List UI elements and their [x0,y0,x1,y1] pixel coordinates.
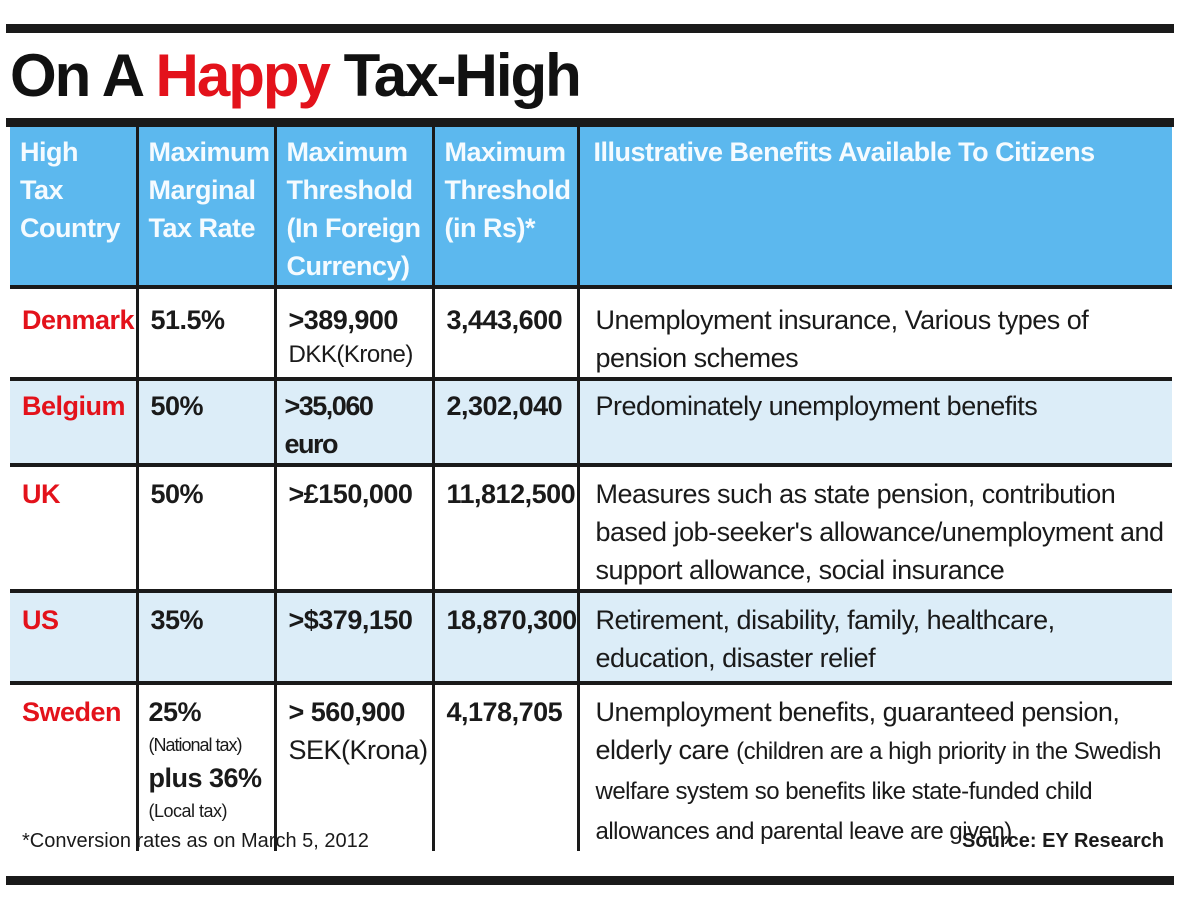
headline: On A Happy Tax-High [10,40,582,112]
rate-local-note: (Local tax) [148,801,228,821]
threshold-main: >£150,000 [288,479,413,509]
threshold-rs-cell: 4,178,705 [433,681,580,851]
source-credit: Source: EY Research [962,830,1164,852]
benefits-cell: Unemployment insurance, Various types of… [578,285,1172,379]
threshold-foreign-cell: >389,900 DKK(Krone) [275,285,435,379]
threshold-main: >35,060 euro [284,391,374,459]
bottom-rule [6,876,1174,885]
country-cell: US [10,589,139,683]
rate-cell: 35% [137,589,277,683]
table-row: UK 50% >£150,000 11,812,500 Measures suc… [10,463,1172,591]
header-tax-rate: Maximum Marginal Tax Rate [137,127,277,287]
title-rule [6,118,1174,127]
country-cell: Denmark [10,285,139,379]
threshold-foreign-cell: >£150,000 [275,463,435,591]
threshold-foreign-cell: >35,060 euro [275,377,435,465]
benefits-main: Unemployment benefits, guaranteed pensio… [595,697,1120,765]
header-benefits: Illustrative Benefits Available To Citiz… [578,127,1172,287]
threshold-main: > 560,900 [288,697,406,727]
benefits-cell: Predominately unemployment benefits [578,377,1172,465]
threshold-rs-cell: 2,302,040 [433,377,580,465]
threshold-rs-cell: 11,812,500 [433,463,580,591]
threshold-main: >$379,150 [288,605,413,635]
country-cell: UK [10,463,139,591]
headline-part2: Tax-High [328,42,582,109]
rate-national-note: (National tax) [148,735,243,755]
threshold-foreign-cell: > 560,900 SEK(Krona) [275,681,435,851]
benefits-note: (children are a high priority in the Swe… [595,738,1162,845]
benefits-cell: Retirement, disability, family, healthca… [578,589,1172,683]
table-row: Sweden 25% (National tax) plus 36% (Loca… [10,681,1172,851]
country-cell: Sweden [10,681,139,851]
rate-cell: 50% [137,463,277,591]
header-threshold-foreign: Maximum Threshold (In Foreign Currency) [275,127,435,287]
header-threshold-rs: Maximum Threshold (in Rs)* [433,127,580,287]
footnote: *Conversion rates as on March 5, 2012 [22,830,369,852]
header-country: High Tax Country [10,127,139,287]
benefits-cell: Unemployment benefits, guaranteed pensio… [578,681,1172,851]
tax-table: High Tax Country Maximum Marginal Tax Ra… [10,127,1172,851]
headline-highlight: Happy [155,42,331,109]
rate-local: plus 36% [148,763,263,793]
threshold-foreign-cell: >$379,150 [275,589,435,683]
header-row: High Tax Country Maximum Marginal Tax Ra… [10,127,1172,287]
benefits-cell: Measures such as state pension, contribu… [578,463,1172,591]
rate-cell: 50% [137,377,277,465]
table-row: US 35% >$379,150 18,870,300 Retirement, … [10,589,1172,683]
table-row: Belgium 50% >35,060 euro 2,302,040 Predo… [10,377,1172,465]
threshold-main: >389,900 [288,305,399,335]
threshold-rs-cell: 18,870,300 [433,589,580,683]
threshold-currency: SEK(Krona) [288,735,429,765]
rate-cell: 25% (National tax) plus 36% (Local tax) [137,681,277,851]
top-rule [6,24,1174,33]
country-cell: Belgium [10,377,139,465]
threshold-currency: DKK(Krone) [288,341,414,368]
table-row: Denmark 51.5% >389,900 DKK(Krone) 3,443,… [10,285,1172,379]
rate-cell: 51.5% [137,285,277,379]
headline-part1: On A [10,42,156,109]
rate-national: 25% [148,697,202,727]
threshold-rs-cell: 3,443,600 [433,285,580,379]
